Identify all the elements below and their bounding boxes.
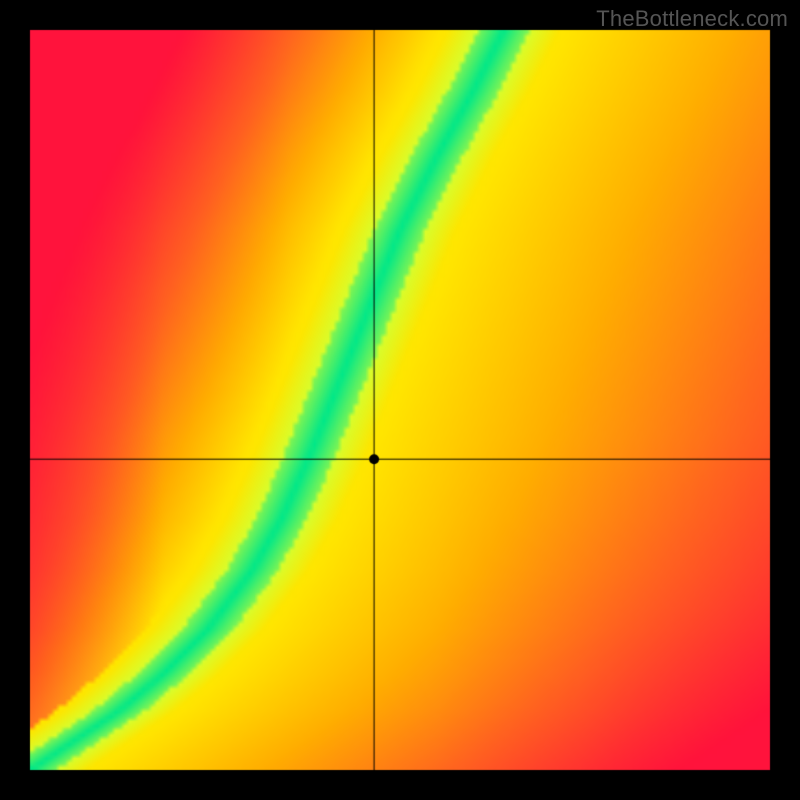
chart-container: TheBottleneck.com [0, 0, 800, 800]
bottleneck-heatmap-canvas [0, 0, 800, 800]
watermark-text: TheBottleneck.com [596, 6, 788, 32]
